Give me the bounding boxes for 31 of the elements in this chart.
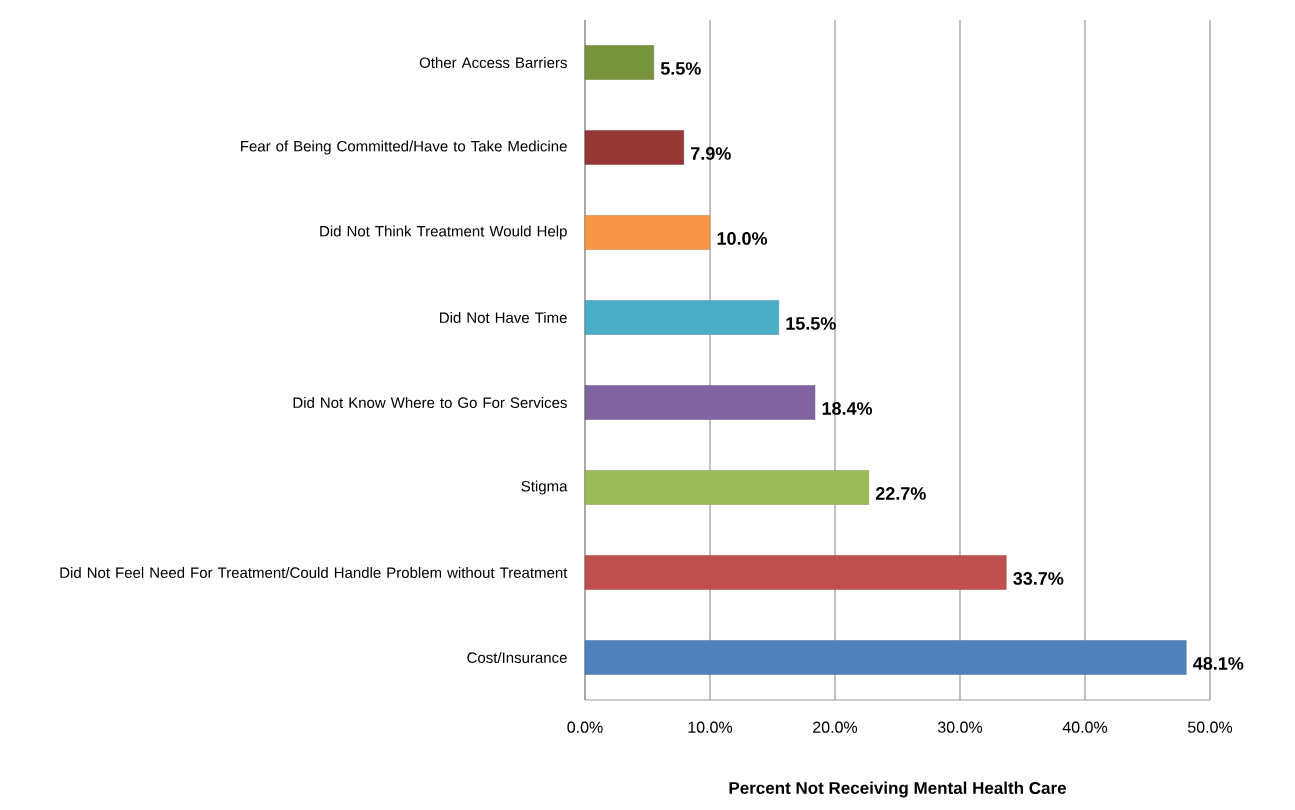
data-label: 10.0%	[717, 232, 768, 245]
data-label: 18.4%	[822, 402, 873, 415]
x-tick-label: 20.0%	[813, 721, 858, 733]
y-tick-label: Did Not Know Where to Go For Services	[293, 396, 567, 408]
x-tick-label: 10.0%	[688, 721, 733, 733]
bar	[584, 640, 1187, 675]
data-label: 7.9%	[691, 147, 731, 160]
y-tick-label: Other Access Barriers	[419, 56, 567, 68]
x-tick-label: 30.0%	[937, 721, 983, 733]
bar	[584, 385, 816, 420]
x-tick-label: 0.0%	[567, 721, 603, 733]
y-tick-label: Cost/Insurance	[467, 651, 567, 663]
x-tick-label: 40.0%	[1062, 721, 1108, 733]
data-label: 15.5%	[786, 317, 836, 330]
bar	[584, 215, 711, 250]
y-tick-label: Did Not Have Time	[440, 311, 567, 323]
bar	[584, 300, 779, 335]
bar	[584, 45, 654, 80]
data-label: 48.1%	[1193, 657, 1244, 670]
y-tick-label: Did Not Think Treatment Would Help	[320, 225, 567, 240]
y-tick-label: Stigma	[521, 480, 568, 495]
y-tick-label: Did Not Feel Need For Treatment/Could Handle Problem without Treatment	[60, 566, 568, 578]
x-axis-title: Percent Not Receiving Mental Health Care	[729, 781, 1066, 798]
data-label: 33.7%	[1013, 572, 1064, 585]
y-tick-label: Fear of Being Committed/Have to Take Medicine	[241, 140, 567, 155]
bar	[584, 555, 1007, 590]
bar	[584, 470, 869, 505]
data-label: 5.5%	[660, 62, 701, 75]
x-tick-label: 50.0%	[1187, 721, 1233, 733]
bar	[584, 130, 684, 165]
data-label: 22.7%	[875, 487, 926, 500]
